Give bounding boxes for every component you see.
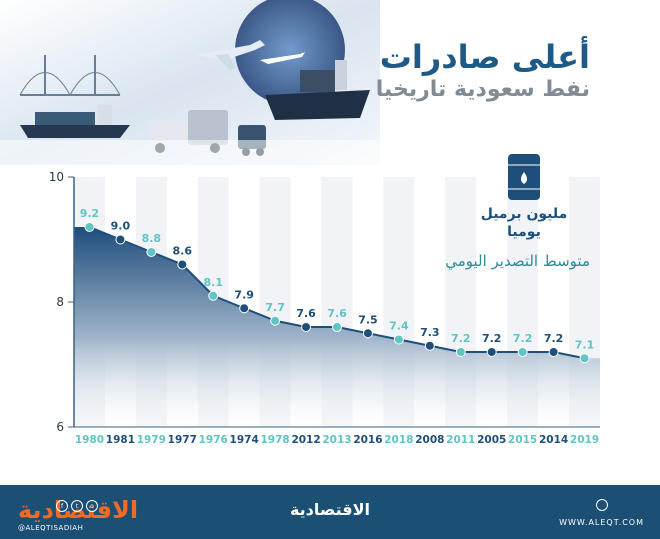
facebook-icon[interactable]: f xyxy=(56,500,68,512)
oil-barrel-icon xyxy=(508,154,540,200)
data-label: 7.2 xyxy=(544,332,564,345)
x-tick-label: 2016 xyxy=(353,434,382,446)
y-tick-label: 10 xyxy=(49,170,64,184)
footer-bar xyxy=(0,485,660,539)
title-block: أعلى صادرات نفط سعودية تاريخيا xyxy=(330,38,590,103)
data-points: 9.2 9.0 8.8 8.6 8.1 7.9 7.7 7.6 7.6 7.5 7.4 7.3 7.2 7… xyxy=(80,207,595,364)
data-label: 7.1 xyxy=(575,338,595,351)
x-tick-label: 2008 xyxy=(415,434,444,446)
data-label: 7.2 xyxy=(482,332,502,345)
x-tick-label: 2012 xyxy=(291,434,320,446)
ship-icon xyxy=(265,60,370,120)
data-label: 7.2 xyxy=(513,332,533,345)
area-chart: 10 8 6 9.2 9.0 8.8 8.6 8.1 7.9 7.7 7.6 7.6 7.5 7.4 7.… xyxy=(49,170,600,446)
unit-line-1: مليون برميل xyxy=(480,206,568,222)
x-tick-label: 1979 xyxy=(137,434,166,446)
data-label: 7.4 xyxy=(389,320,409,333)
data-label: 8.1 xyxy=(203,276,223,289)
y-axis: 10 8 6 xyxy=(49,170,75,434)
x-tick-label: 2011 xyxy=(446,434,475,446)
plane-icon xyxy=(195,40,265,70)
data-point xyxy=(146,247,157,257)
plane-icon xyxy=(260,52,305,64)
data-label: 7.9 xyxy=(234,288,254,301)
data-point xyxy=(579,353,590,364)
x-tick-label: 2013 xyxy=(322,434,351,446)
chart-subtitle: نفط سعودية تاريخيا xyxy=(375,77,590,103)
x-tick-label: 2005 xyxy=(477,434,506,446)
x-tick-label: 2018 xyxy=(384,434,413,446)
data-point xyxy=(455,347,466,357)
x-tick-label: 2019 xyxy=(570,434,599,446)
chart-caption: متوسط التصدير اليومي xyxy=(445,252,590,270)
ship-icon xyxy=(20,105,130,138)
data-label: 7.3 xyxy=(420,326,440,339)
x-tick-label: 1980 xyxy=(75,434,104,446)
data-point xyxy=(239,303,250,314)
x-axis: 1980 1981 1979 1977 1976 1974 1978 2012 2013 2016… xyxy=(74,426,600,446)
data-label: 9.2 xyxy=(80,207,100,220)
x-tick-label: 1976 xyxy=(199,434,228,446)
data-point xyxy=(548,347,559,357)
instagram-icon[interactable]: o xyxy=(86,500,98,512)
data-point xyxy=(270,315,281,326)
data-point xyxy=(301,322,312,332)
data-label: 8.8 xyxy=(142,232,162,245)
x-tick-label: 2015 xyxy=(508,434,537,446)
brand-handle: @ALEQTISADIAH xyxy=(18,524,84,532)
unit-box: مليون برميل يوميا xyxy=(478,152,570,241)
data-label: 8.6 xyxy=(173,245,193,258)
x-tick-label: 1978 xyxy=(261,434,290,446)
y-tick-label: 6 xyxy=(56,420,64,434)
chart-title: أعلى صادرات xyxy=(379,38,590,76)
data-label: 7.5 xyxy=(358,313,378,326)
x-tick-label: 1977 xyxy=(168,434,197,446)
y-tick-label: 8 xyxy=(56,295,64,309)
data-point xyxy=(208,290,219,301)
data-label: 7.6 xyxy=(296,307,316,320)
x-tick-label: 1981 xyxy=(106,434,135,446)
header-illustration xyxy=(0,0,380,165)
data-point xyxy=(115,234,126,245)
brand-center-logo: الاقتصادية xyxy=(289,500,371,519)
data-point xyxy=(517,347,528,357)
social-icons: f t o xyxy=(56,500,98,512)
bridge-icon xyxy=(19,55,121,97)
site-url[interactable]: WWW.ALEQT.COM xyxy=(559,518,644,527)
data-point xyxy=(362,328,373,339)
data-point xyxy=(393,334,404,345)
data-point xyxy=(424,340,435,351)
data-label: 9.0 xyxy=(111,220,131,233)
data-label: 7.2 xyxy=(451,332,471,345)
data-label: 7.6 xyxy=(327,307,347,320)
data-point xyxy=(332,322,342,332)
x-tick-label: 2014 xyxy=(539,434,568,446)
globe-icon xyxy=(596,499,608,511)
data-point xyxy=(84,222,95,232)
data-point xyxy=(177,259,188,270)
data-point xyxy=(486,347,497,357)
x-tick-label: 1974 xyxy=(230,434,259,446)
twitter-icon[interactable]: t xyxy=(71,500,83,512)
data-label: 7.7 xyxy=(265,301,285,314)
unit-line-2: يوميا xyxy=(507,223,541,240)
